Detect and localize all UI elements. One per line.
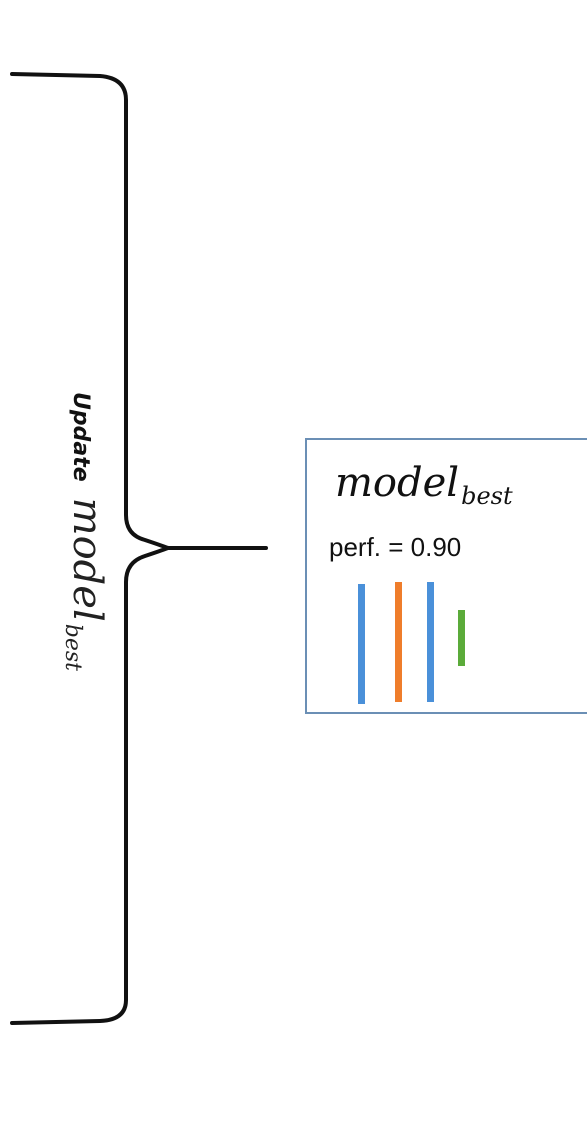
box-title-main: model bbox=[335, 460, 460, 506]
performance-text: perf. = 0.90 bbox=[329, 532, 462, 562]
rotated-model-text: model bbox=[64, 497, 110, 622]
bar-green bbox=[458, 610, 465, 666]
box-title-subscript: best bbox=[461, 482, 513, 510]
bar-blue-2 bbox=[427, 582, 434, 702]
bar-blue-1 bbox=[358, 584, 365, 704]
model-best-box: model best perf. = 0.90 bbox=[305, 438, 587, 714]
rotated-model-subscript: best bbox=[60, 623, 85, 671]
curly-brace bbox=[10, 72, 268, 1025]
update-word: Update bbox=[68, 392, 93, 482]
box-title: model best bbox=[335, 460, 513, 510]
bar-orange bbox=[395, 582, 402, 702]
